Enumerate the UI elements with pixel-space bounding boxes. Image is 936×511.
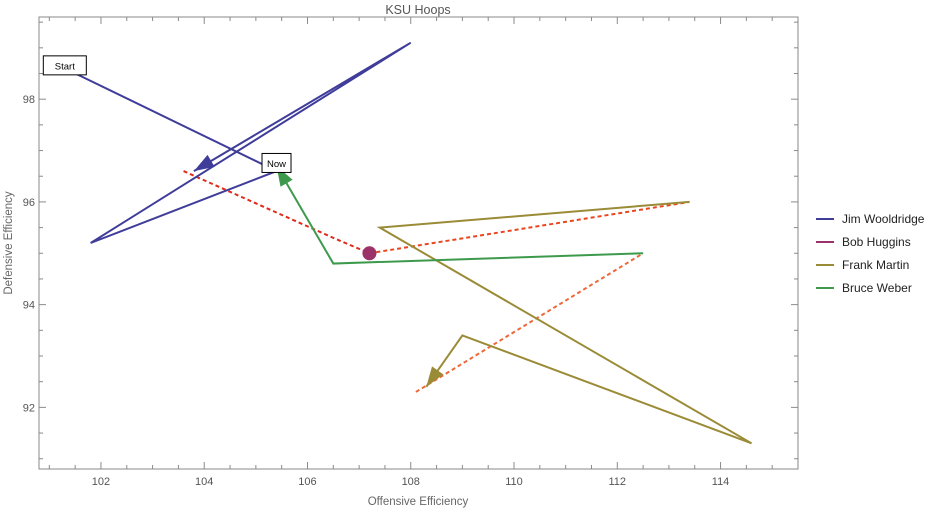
- bruce-weber-line: [275, 165, 644, 265]
- series-layer: [64, 41, 753, 445]
- legend: Jim Wooldridge Bob Huggins Frank Martin Bru…: [816, 212, 925, 295]
- transition-dashed-line: [369, 200, 690, 255]
- start-callout-label: Start: [55, 61, 75, 72]
- x-axis-title: Offensive Efficiency: [368, 496, 469, 508]
- x-tick-label: 108: [402, 476, 420, 488]
- x-tick-label: 102: [92, 476, 110, 488]
- y-tick-label: 92: [23, 402, 35, 414]
- ticks-layer: 102 104 106 108 110 112 114 92 94 96 98: [23, 17, 799, 488]
- jim-wooldridge-arrowhead: [193, 154, 215, 172]
- frank-martin-line: [376, 200, 753, 445]
- x-tick-label: 106: [298, 476, 316, 488]
- legend-label-bob-huggins: Bob Huggins: [842, 235, 911, 249]
- start-callout-box: [42, 55, 87, 76]
- x-tick-label: 104: [195, 476, 213, 488]
- now-callout-box: [261, 152, 292, 173]
- y-tick-label: 94: [23, 300, 35, 312]
- transitions-layer: [183, 170, 690, 393]
- annotation-layer: Start Now: [42, 55, 292, 173]
- now-callout-label: Now: [267, 159, 286, 170]
- chart-title: KSU Hoops: [385, 3, 450, 17]
- x-tick-label: 110: [505, 476, 523, 488]
- legend-label-jim-wooldridge: Jim Wooldridge: [842, 212, 925, 226]
- x-tick-label: 114: [712, 476, 730, 488]
- x-tick-label: 112: [609, 476, 627, 488]
- legend-label-bruce-weber: Bruce Weber: [842, 281, 912, 295]
- y-tick-label: 96: [23, 197, 35, 209]
- jim-wooldridge-line: [64, 41, 412, 244]
- plot-frame: [38, 16, 799, 470]
- frank-martin-arrowhead: [426, 366, 444, 387]
- transition-dashed-line: [183, 170, 370, 255]
- bob-huggins-marker: [362, 246, 377, 261]
- y-tick-label: 98: [23, 94, 35, 106]
- legend-label-frank-martin: Frank Martin: [842, 258, 909, 272]
- transition-dashed-line: [415, 252, 644, 393]
- y-axis-title: Defensive Efficiency: [3, 191, 15, 295]
